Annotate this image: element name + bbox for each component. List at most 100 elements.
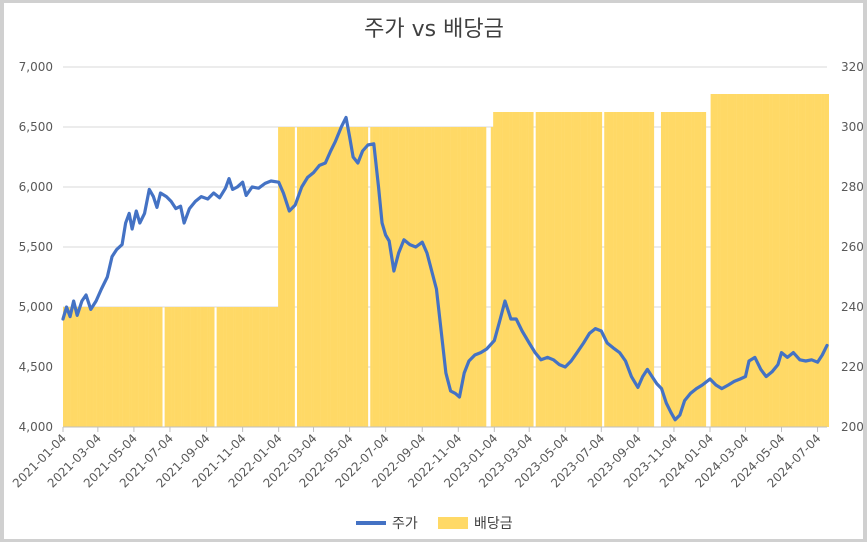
dividend-bar	[597, 112, 600, 427]
dividend-bar	[327, 127, 331, 427]
dividend-bar	[296, 127, 300, 427]
dividend-bar	[682, 112, 685, 427]
dividend-bar	[365, 127, 369, 427]
dividend-bar	[330, 127, 333, 427]
dividend-bar	[497, 112, 501, 427]
dividend-bar	[663, 112, 666, 427]
dividend-bar	[535, 112, 539, 427]
dividend-bar	[422, 127, 425, 427]
dividend-bar	[200, 307, 203, 427]
dividend-bar	[145, 307, 149, 427]
dividend-bar	[445, 127, 449, 427]
dividend-bar	[816, 94, 820, 427]
dividend-bar	[204, 307, 208, 427]
dividend-bar	[417, 127, 421, 427]
dividend-bar	[150, 307, 154, 427]
dividend-bar	[552, 112, 555, 427]
dividend-bar	[393, 127, 397, 427]
dividend-bar	[341, 127, 345, 427]
dividend-bar	[289, 127, 293, 427]
dividend-bar	[136, 307, 139, 427]
dividend-bar	[351, 127, 354, 427]
dividend-bar	[460, 127, 463, 427]
dividend-bar	[190, 307, 194, 427]
dividend-bar	[273, 307, 276, 427]
dividend-bar	[781, 94, 785, 427]
dividend-bar	[582, 112, 586, 427]
dividend-bar	[774, 94, 778, 427]
dividend-bar	[287, 127, 291, 427]
dividend-bar	[348, 127, 352, 427]
dividend-bar	[623, 112, 626, 427]
dividend-bar	[226, 307, 229, 427]
dividend-bar	[74, 307, 78, 427]
dividend-bar	[559, 112, 562, 427]
dividend-bar	[256, 307, 260, 427]
dividend-bar	[512, 112, 515, 427]
dividend-bar	[141, 307, 144, 427]
dividend-bar	[98, 307, 102, 427]
dividend-bar	[689, 112, 692, 427]
dividend-bar	[325, 127, 328, 427]
dividend-bar	[103, 307, 106, 427]
dividend-bar	[112, 307, 116, 427]
dividend-bar	[587, 112, 591, 427]
dividend-bar	[339, 127, 343, 427]
dividend-bar	[578, 112, 581, 427]
dividend-bar	[72, 307, 76, 427]
dividend-bar	[585, 112, 588, 427]
y-left-tick-label: 5,500	[19, 240, 53, 254]
dividend-bar	[313, 127, 317, 427]
dividend-bar	[110, 307, 113, 427]
dividend-bar	[93, 307, 97, 427]
dividend-bar	[384, 127, 388, 427]
dividend-bar	[332, 127, 336, 427]
dividend-bar	[322, 127, 326, 427]
y-left-tick-label: 7,000	[19, 60, 53, 74]
dividend-bar	[400, 127, 404, 427]
dividend-bar	[568, 112, 572, 427]
dividend-bar	[762, 94, 766, 427]
dividend-bar	[668, 112, 671, 427]
dividend-bar	[471, 127, 475, 427]
dividend-bar	[396, 127, 399, 427]
dividend-bar	[148, 307, 151, 427]
dividend-bar	[270, 307, 274, 427]
dividend-bar	[571, 112, 574, 427]
dividend-bar	[254, 307, 258, 427]
dividend-bar	[545, 112, 548, 427]
y-left-tick-label: 4,500	[19, 360, 53, 374]
dividend-bar	[115, 307, 118, 427]
dividend-bar	[481, 127, 484, 427]
dividend-bar	[389, 127, 392, 427]
dividend-bar	[819, 94, 822, 427]
y-left-tick-label: 6,000	[19, 180, 53, 194]
dividend-bars	[63, 94, 830, 427]
dividend-bar	[729, 94, 733, 427]
dividend-bar	[606, 112, 610, 427]
dividend-bar	[96, 307, 99, 427]
dividend-bar	[429, 127, 432, 427]
dividend-bar	[155, 307, 158, 427]
dividend-bar	[608, 112, 612, 427]
dividend-bar	[703, 112, 707, 427]
dividend-bar	[372, 127, 376, 427]
dividend-bar	[455, 127, 458, 427]
dividend-bar	[159, 307, 163, 427]
dividend-bar	[377, 127, 380, 427]
dividend-bar	[618, 112, 622, 427]
dividend-bar	[651, 112, 655, 427]
dividend-bar	[280, 127, 284, 427]
right-y-axis: 200 220 240 260 280 300 320	[841, 60, 863, 434]
dividend-bar	[292, 127, 295, 427]
dividend-bar	[783, 94, 787, 427]
dividend-bar	[474, 127, 477, 427]
dividend-bar	[105, 307, 109, 427]
dividend-bar	[452, 127, 456, 427]
y-left-tick-label: 4,000	[19, 420, 53, 434]
dividend-bar	[240, 307, 243, 427]
legend-dividend-swatch	[438, 517, 468, 529]
dividend-bar	[424, 127, 428, 427]
dividend-bar	[698, 112, 702, 427]
dividend-bar	[779, 94, 782, 427]
